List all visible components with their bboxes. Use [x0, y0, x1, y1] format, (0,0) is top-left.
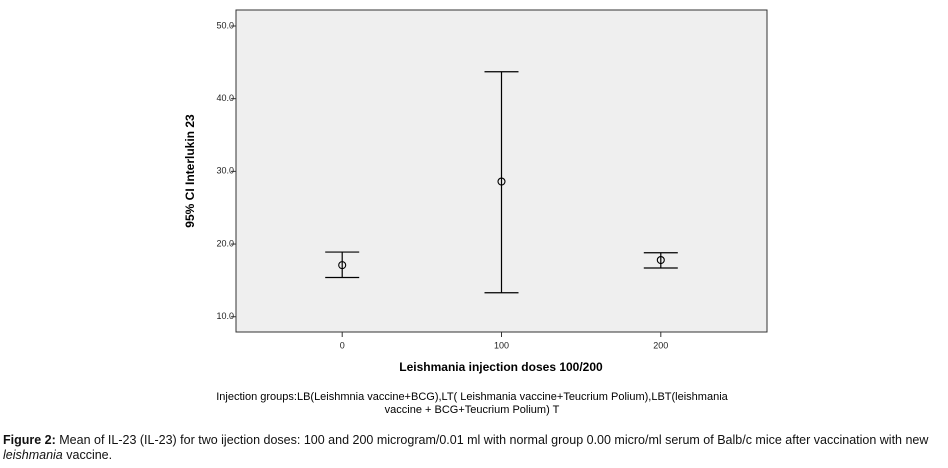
x-axis-label: Leishmania injection doses 100/200 — [399, 360, 603, 374]
y-tick-label: 50.0 — [216, 20, 234, 30]
note-line: vaccine + BCG+Teucrium Polium) T — [385, 404, 560, 416]
note-line: Injection groups:LB(Leishmnia vaccine+BC… — [216, 391, 728, 403]
caption-end: vaccine. — [62, 448, 113, 462]
y-axis-label: 95% CI Interlukin 23 — [183, 114, 197, 228]
caption: Figure 2: Mean of IL-23 (IL-23) for two … — [3, 433, 945, 463]
x-tick-label: 0 — [340, 340, 345, 350]
caption-italic: leishmania — [3, 448, 63, 462]
y-tick-label: 40.0 — [216, 93, 234, 103]
x-tick-label: 100 — [494, 340, 509, 350]
y-tick-label: 30.0 — [216, 166, 234, 176]
mean-marker — [497, 177, 506, 186]
y-tick-label: 20.0 — [216, 238, 234, 248]
y-tick-label: 10.0 — [216, 311, 234, 321]
x-tick-label: 200 — [653, 340, 668, 350]
mean-marker — [338, 261, 347, 270]
caption-label: Figure 2: — [3, 433, 56, 447]
chart: 95% CI Interlukin 23 Leishmania injectio… — [183, 9, 768, 416]
caption-text: Mean of IL-23 (IL-23) for two ijection d… — [55, 433, 929, 447]
mean-marker — [656, 255, 665, 265]
